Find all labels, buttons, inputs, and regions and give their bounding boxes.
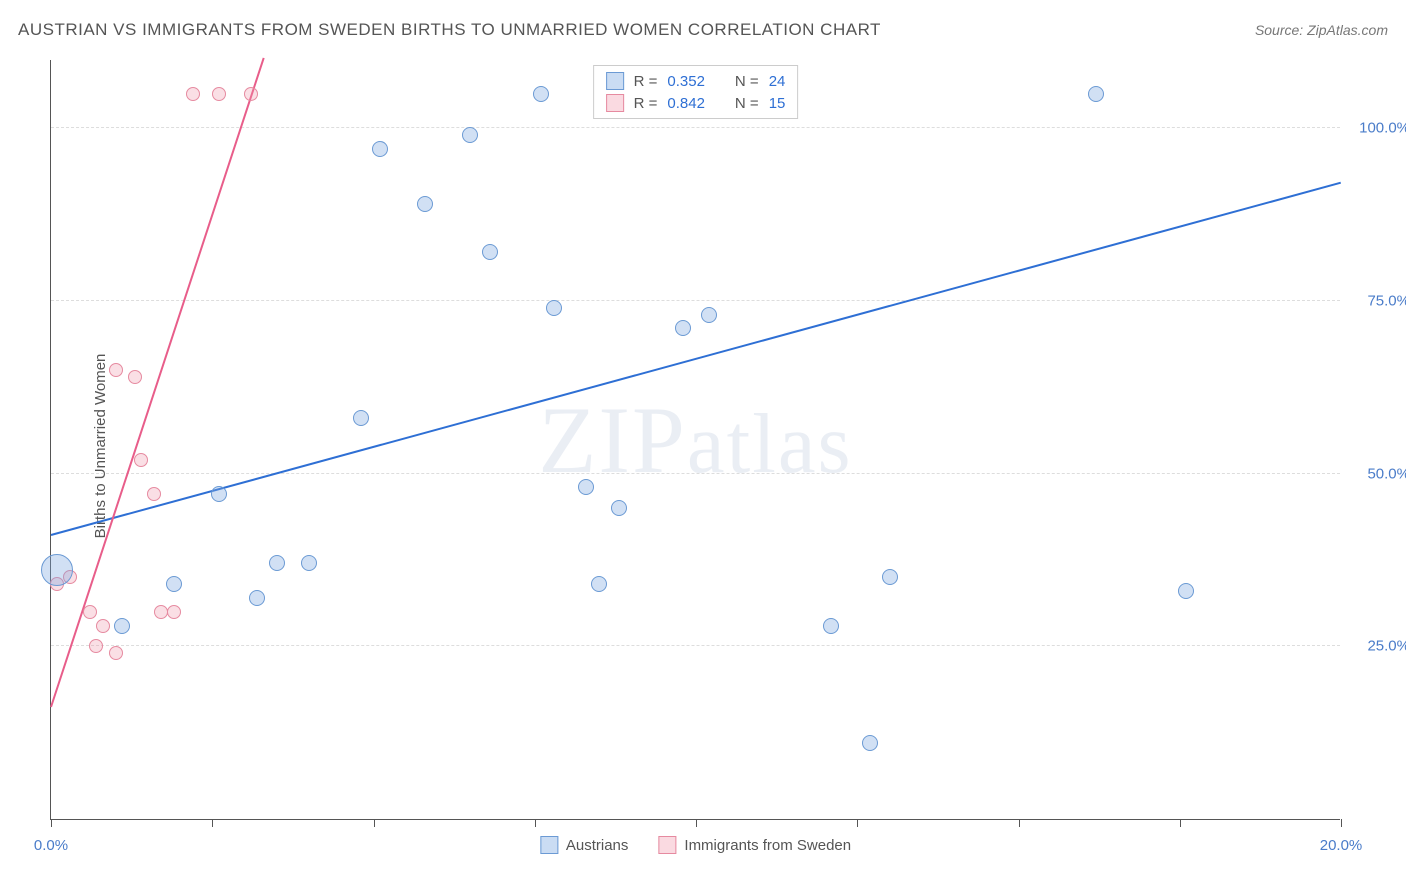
grid-line xyxy=(51,127,1340,128)
r-label: R = xyxy=(634,95,658,112)
data-point-blue xyxy=(462,127,478,143)
data-point-pink xyxy=(109,646,123,660)
grid-line xyxy=(51,473,1340,474)
chart-title: AUSTRIAN VS IMMIGRANTS FROM SWEDEN BIRTH… xyxy=(18,20,881,40)
legend-stats-row-blue: R = 0.352 N = 24 xyxy=(606,70,786,92)
data-point-blue xyxy=(701,307,717,323)
legend-stats: R = 0.352 N = 24 R = 0.842 N = 15 xyxy=(593,65,799,119)
data-point-blue xyxy=(166,576,182,592)
chart-header: AUSTRIAN VS IMMIGRANTS FROM SWEDEN BIRTH… xyxy=(18,20,1388,40)
data-point-blue xyxy=(533,86,549,102)
data-point-pink xyxy=(83,605,97,619)
data-point-blue xyxy=(211,486,227,502)
n-label: N = xyxy=(735,73,759,90)
data-point-blue xyxy=(417,196,433,212)
pink-n-value: 15 xyxy=(769,95,786,112)
x-tick-label: 0.0% xyxy=(34,837,68,854)
trend-line-blue xyxy=(51,181,1342,535)
x-tick-label: 20.0% xyxy=(1320,837,1363,854)
data-point-blue xyxy=(823,618,839,634)
y-tick-label: 50.0% xyxy=(1367,465,1406,482)
blue-r-value: 0.352 xyxy=(667,73,705,90)
swatch-blue-icon xyxy=(540,836,558,854)
x-tick xyxy=(535,819,536,827)
data-point-blue xyxy=(862,735,878,751)
x-tick xyxy=(51,819,52,827)
plot-area: ZIPatlas R = 0.352 N = 24 R = 0.842 N = … xyxy=(50,60,1340,820)
x-tick xyxy=(212,819,213,827)
data-point-blue xyxy=(482,244,498,260)
data-point-pink xyxy=(128,370,142,384)
swatch-pink-icon xyxy=(658,836,676,854)
data-point-pink xyxy=(89,639,103,653)
data-point-blue xyxy=(114,618,130,634)
data-point-blue xyxy=(546,300,562,316)
data-point-blue xyxy=(611,500,627,516)
data-point-blue xyxy=(301,555,317,571)
legend-item-blue: Austrians xyxy=(540,836,629,854)
data-point-pink xyxy=(134,453,148,467)
data-point-pink xyxy=(212,87,226,101)
legend-stats-row-pink: R = 0.842 N = 15 xyxy=(606,92,786,114)
data-point-blue xyxy=(1088,86,1104,102)
data-point-blue xyxy=(41,554,73,586)
x-tick xyxy=(857,819,858,827)
data-point-pink xyxy=(96,619,110,633)
pink-r-value: 0.842 xyxy=(667,95,705,112)
x-tick xyxy=(696,819,697,827)
data-point-blue xyxy=(1178,583,1194,599)
chart-source: Source: ZipAtlas.com xyxy=(1255,22,1388,38)
grid-line xyxy=(51,300,1340,301)
x-tick xyxy=(1341,819,1342,827)
y-tick-label: 75.0% xyxy=(1367,292,1406,309)
data-point-blue xyxy=(269,555,285,571)
grid-line xyxy=(51,645,1340,646)
data-point-blue xyxy=(353,410,369,426)
data-point-blue xyxy=(372,141,388,157)
data-point-pink xyxy=(244,87,258,101)
data-point-blue xyxy=(591,576,607,592)
y-tick-label: 100.0% xyxy=(1359,120,1406,137)
watermark: ZIPatlas xyxy=(538,385,852,495)
data-point-pink xyxy=(147,487,161,501)
x-tick xyxy=(1180,819,1181,827)
data-point-blue xyxy=(882,569,898,585)
data-point-pink xyxy=(167,605,181,619)
swatch-blue-icon xyxy=(606,72,624,90)
x-tick xyxy=(374,819,375,827)
data-point-pink xyxy=(154,605,168,619)
data-point-pink xyxy=(109,363,123,377)
y-tick-label: 25.0% xyxy=(1367,638,1406,655)
n-label: N = xyxy=(735,95,759,112)
r-label: R = xyxy=(634,73,658,90)
data-point-pink xyxy=(186,87,200,101)
swatch-pink-icon xyxy=(606,94,624,112)
series-blue-name: Austrians xyxy=(566,837,629,854)
data-point-blue xyxy=(578,479,594,495)
data-point-blue xyxy=(249,590,265,606)
legend-item-pink: Immigrants from Sweden xyxy=(658,836,851,854)
blue-n-value: 24 xyxy=(769,73,786,90)
x-tick xyxy=(1019,819,1020,827)
data-point-blue xyxy=(675,320,691,336)
series-pink-name: Immigrants from Sweden xyxy=(684,837,851,854)
legend-series: Austrians Immigrants from Sweden xyxy=(540,836,851,854)
